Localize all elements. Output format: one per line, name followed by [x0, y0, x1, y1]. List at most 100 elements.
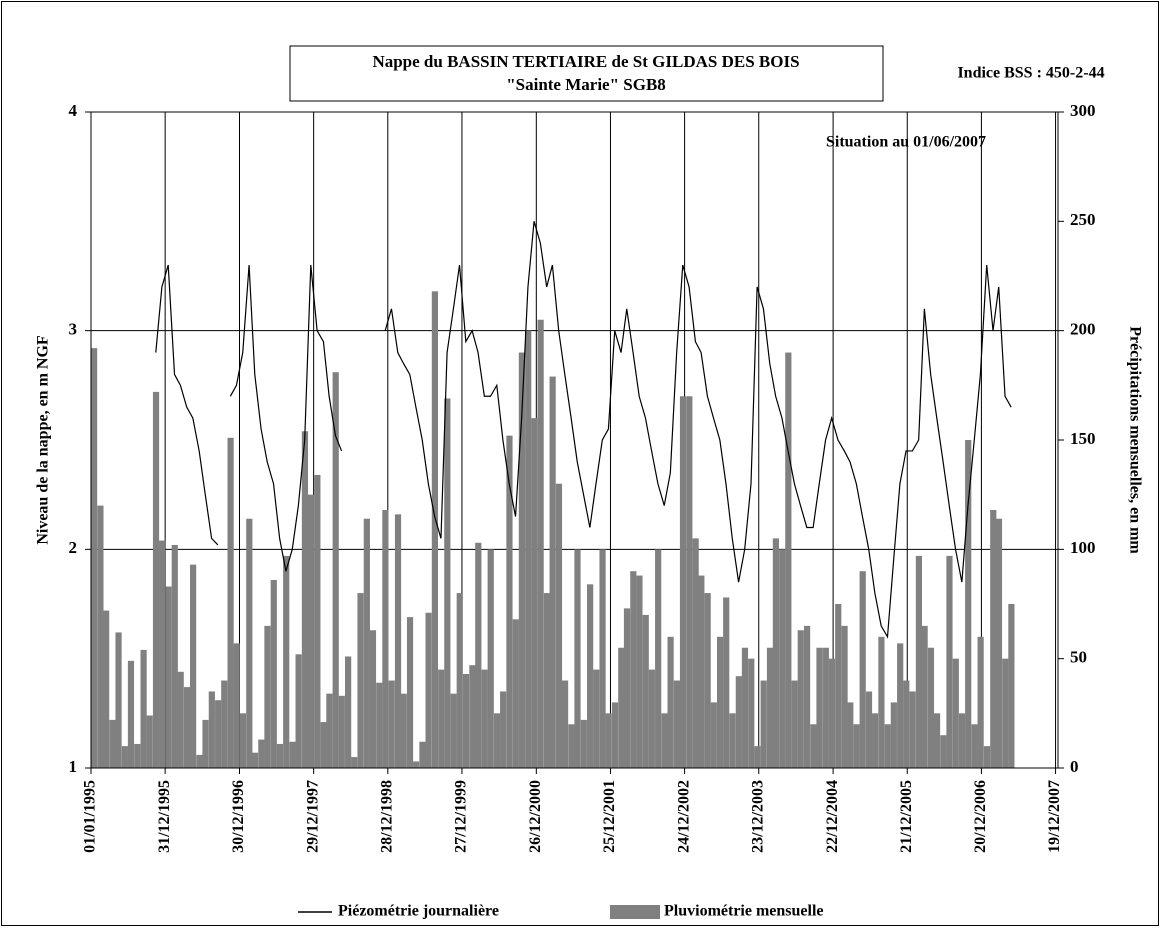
bar	[735, 676, 742, 768]
bar	[338, 695, 345, 768]
bar	[692, 538, 699, 768]
bar	[723, 597, 730, 768]
bar	[543, 593, 551, 768]
bar	[853, 724, 860, 768]
x-tick-label: 20/12/2006	[972, 780, 989, 853]
y2-tick-label: 0	[1070, 757, 1079, 776]
bar	[686, 396, 693, 768]
bar	[165, 586, 172, 768]
bar	[884, 724, 891, 768]
bar	[847, 702, 854, 768]
x-tick-label: 23/12/2003	[749, 780, 766, 853]
y-tick-label: 3	[69, 320, 78, 339]
bar	[940, 735, 947, 768]
bar	[127, 660, 135, 768]
y2-tick-label: 50	[1070, 648, 1087, 667]
bar	[971, 724, 978, 768]
bar	[648, 669, 655, 768]
x-tick-label: 26/12/2000	[527, 780, 544, 853]
x-tick-label: 22/12/2004	[824, 780, 841, 853]
bar	[506, 435, 513, 768]
x-tick-label: 30/12/1996	[230, 780, 247, 853]
bar	[314, 474, 321, 768]
bar	[221, 680, 228, 768]
y2-tick-label: 300	[1070, 101, 1096, 120]
bar	[933, 713, 941, 768]
bar	[859, 571, 866, 768]
y-tick-label: 1	[69, 757, 78, 776]
bar	[233, 643, 240, 768]
bars	[91, 291, 1015, 768]
bar	[469, 665, 476, 768]
bar	[351, 757, 358, 768]
bar	[574, 549, 581, 768]
bar	[865, 691, 873, 768]
chart-subtitle: "Sainte Marie" SGB8	[506, 75, 666, 94]
bar	[518, 352, 525, 768]
bar	[580, 719, 587, 768]
bar	[264, 625, 271, 768]
bar	[835, 604, 842, 768]
bar	[202, 719, 209, 768]
bar	[555, 483, 563, 768]
x-tick-label: 25/12/2001	[601, 780, 618, 853]
bar	[741, 647, 749, 768]
y-tick-label: 2	[69, 538, 78, 557]
bar	[208, 691, 215, 768]
bar	[531, 418, 538, 768]
bar	[301, 431, 309, 768]
bar	[990, 509, 997, 768]
bar	[431, 291, 439, 768]
y2-axis-label: Précipitations mensuelles, en mm	[1126, 326, 1143, 554]
bar	[785, 352, 792, 768]
bar	[623, 608, 631, 768]
bar	[772, 538, 780, 768]
bar	[568, 724, 575, 768]
bar	[134, 743, 141, 768]
bar	[481, 669, 488, 768]
bar	[227, 437, 234, 768]
annotation: Indice BSS : 450-2-44	[957, 65, 1104, 82]
bar	[152, 391, 160, 768]
bar	[679, 396, 687, 768]
y-tick-label: 4	[69, 101, 78, 120]
bar	[754, 746, 761, 768]
bar	[810, 724, 817, 768]
bar	[710, 702, 717, 768]
bar	[239, 713, 247, 768]
bar	[512, 619, 519, 768]
bar	[270, 579, 277, 768]
bar	[779, 549, 786, 768]
bar	[376, 682, 383, 768]
title-box	[289, 45, 884, 102]
bar	[716, 636, 724, 768]
bar	[295, 654, 302, 768]
bar	[995, 518, 1003, 768]
x-tick-label: 01/01/1995	[82, 780, 99, 853]
annotation: Situation au 01/06/2007	[826, 134, 986, 151]
lines	[155, 221, 1012, 639]
bar	[91, 348, 98, 768]
legend: Piézométrie journalière Pluviométrie mens…	[298, 903, 824, 920]
y2-tick-label: 200	[1070, 320, 1096, 339]
y2-tick-label: 250	[1070, 210, 1096, 229]
bar	[605, 713, 612, 768]
bar	[320, 722, 327, 768]
bar	[103, 610, 110, 768]
bar	[822, 647, 829, 768]
bar	[190, 564, 197, 768]
bar	[1008, 604, 1015, 768]
bar	[146, 715, 153, 768]
bar	[977, 636, 984, 768]
bar	[704, 593, 711, 768]
bar	[246, 518, 253, 768]
bar	[183, 687, 191, 768]
bar	[760, 680, 767, 768]
bar	[630, 571, 637, 768]
bar	[593, 669, 600, 768]
bar	[493, 713, 501, 768]
bar	[618, 647, 625, 768]
x-tick-label: 31/12/1995	[156, 780, 173, 853]
